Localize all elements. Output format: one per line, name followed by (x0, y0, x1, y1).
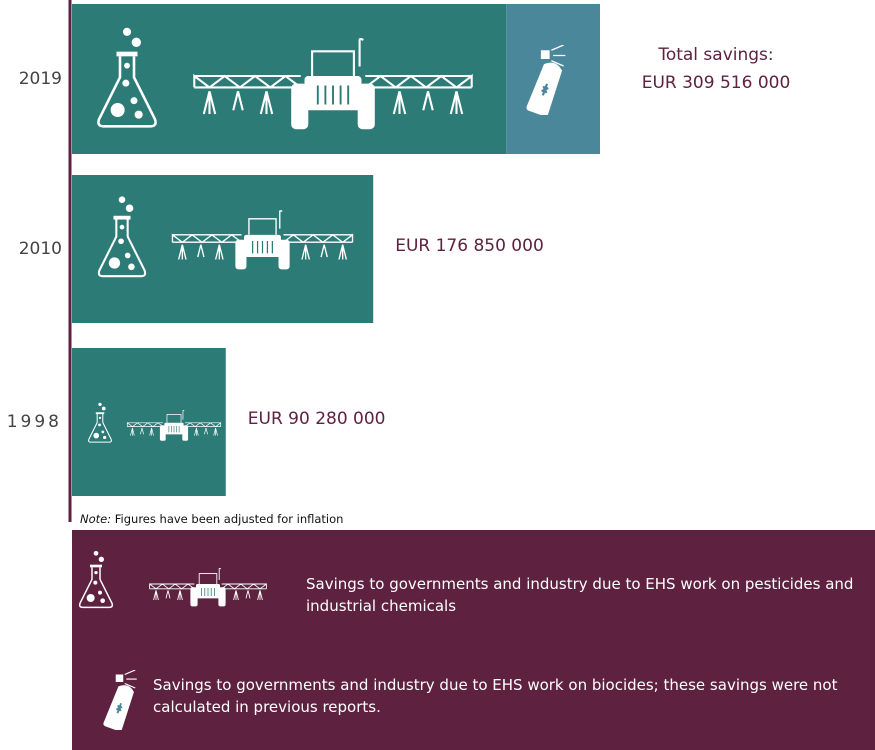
legend-entry: Savings to governments and industry due … (153, 676, 838, 716)
legend-entry: Savings to governments and industry due … (306, 575, 854, 615)
chart: 2019 Total savings: EUR 309 516 000 2010 EUR… (7, 0, 791, 522)
legend: Savings to governments and industry due … (72, 530, 875, 750)
total-caption: Total savings: (657, 45, 773, 65)
y-tick-label: 1998 (7, 412, 62, 432)
y-tick-label: 2019 (19, 69, 62, 89)
bar-segment (72, 175, 374, 323)
note: Note: Figures have been adjusted for inf… (80, 512, 343, 526)
note-label: Note: (80, 512, 112, 526)
y-tick-label: 2010 (19, 239, 62, 259)
value-label: EUR 309 516 000 (642, 73, 791, 93)
bar-segment (72, 348, 226, 496)
note-text: Figures have been adjusted for inflation (114, 512, 344, 526)
value-label: EUR 176 850 000 (395, 236, 544, 256)
value-label: EUR 90 280 000 (248, 409, 386, 429)
